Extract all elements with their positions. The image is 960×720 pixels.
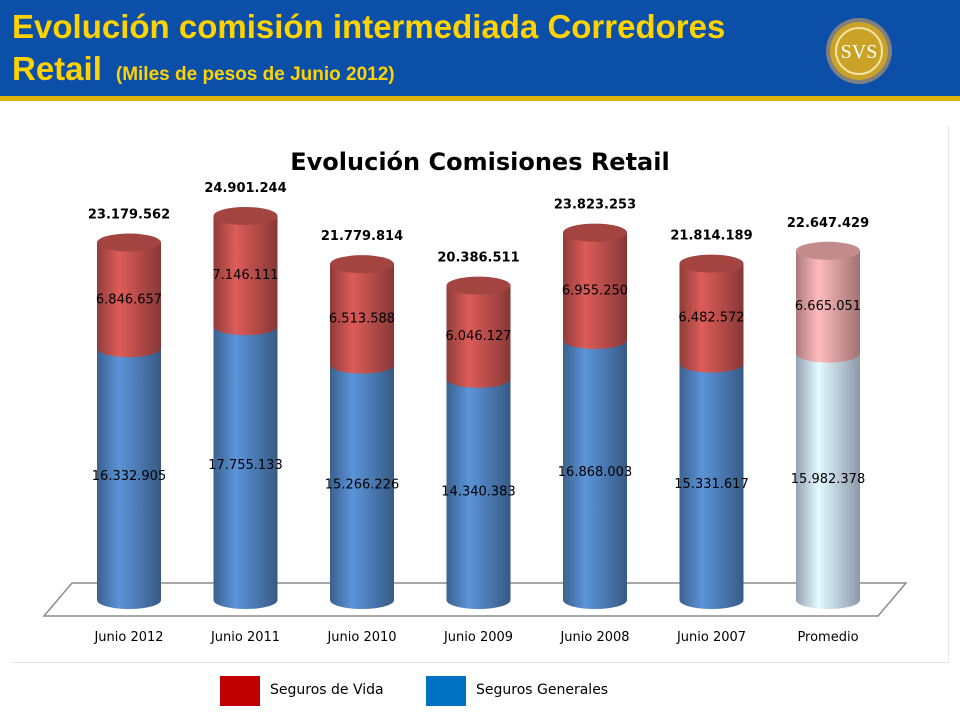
category-label: Junio 2012 <box>93 630 163 645</box>
legend-label-vida: Seguros de Vida <box>270 682 384 698</box>
bar-top-cap <box>213 207 278 225</box>
bar-segment-generales <box>330 364 394 609</box>
category-label: Junio 2011 <box>210 630 280 645</box>
data-label-vida: 6.955.250 <box>562 283 628 298</box>
bar-segment-vida <box>563 232 627 349</box>
bar-junio-2012 <box>97 233 161 609</box>
bar-top-cap <box>330 255 394 274</box>
data-label-generales: 15.266.226 <box>325 477 399 492</box>
data-label-generales: 17.755.133 <box>208 458 282 473</box>
total-label: 22.647.429 <box>787 216 869 231</box>
category-label: Junio 2007 <box>676 630 746 645</box>
svs-logo: SVS <box>826 18 892 84</box>
total-label: 21.814.189 <box>670 229 752 244</box>
logo-lettering: SVS <box>841 41 878 63</box>
bar-junio-2009 <box>446 276 511 609</box>
data-label-vida: 6.665.051 <box>795 299 861 314</box>
category-label: Junio 2008 <box>559 630 629 645</box>
data-label-generales: 16.868.003 <box>558 465 632 480</box>
total-label: 24.901.244 <box>204 181 286 196</box>
legend-label-generales: Seguros Generales <box>476 682 609 698</box>
category-label: Junio 2009 <box>443 630 513 645</box>
bar-junio-2010 <box>330 255 394 609</box>
bar-top-cap <box>563 223 627 242</box>
bar-segment-vida <box>679 263 744 373</box>
bar-junio-2008 <box>563 223 627 609</box>
chart-floor <box>42 582 908 617</box>
bar-promedio <box>796 241 860 609</box>
bar-segment-vida <box>330 264 394 374</box>
bar-segment-generales <box>679 363 744 609</box>
data-label-vida: 6.846.657 <box>96 292 162 307</box>
bar-segment-generales <box>97 348 161 609</box>
bar-segment-vida <box>796 250 860 363</box>
title-underline <box>0 96 960 101</box>
data-label-vida: 6.482.572 <box>678 311 744 326</box>
title-bar <box>0 0 960 96</box>
data-label-generales: 15.331.617 <box>674 477 748 492</box>
bar-segment-vida <box>97 242 161 358</box>
bar-segment-vida <box>213 216 278 336</box>
category-labels: Junio 2012 Junio 2011 Junio 2010 Junio 2009… <box>93 630 858 645</box>
bar-junio-2007 <box>679 254 744 609</box>
chart-title: Evolución Comisiones Retail <box>290 148 669 176</box>
bar-top-cap <box>97 233 161 252</box>
logo-inner-ring <box>835 27 883 75</box>
total-label: 20.386.511 <box>437 251 519 266</box>
bar-junio-2011 <box>213 207 278 609</box>
bar-segment-generales <box>563 339 627 609</box>
chart-area: Evolución Comisiones Retail 16.332.905 6.… <box>12 126 949 663</box>
bar-segment-generales <box>796 353 860 609</box>
legend-swatch-generales <box>426 676 466 706</box>
logo-disc <box>830 22 888 80</box>
total-label: 21.779.814 <box>321 229 403 244</box>
data-label-vida: 7.146.111 <box>212 268 278 283</box>
data-label-vida: 6.513.588 <box>329 311 395 326</box>
slide-title-line1: Evolución comisión intermediada Corredor… <box>12 8 726 45</box>
bar-top-cap <box>796 241 860 260</box>
category-label: Promedio <box>797 630 858 645</box>
bar-top-cap <box>446 276 511 295</box>
total-label: 23.823.253 <box>554 198 636 213</box>
slide-subtitle: (Miles de pesos de Junio 2012) <box>115 64 395 85</box>
data-label-vida: 6.046.127 <box>445 329 511 344</box>
data-label-generales: 16.332.905 <box>92 469 166 484</box>
bar-group: 16.332.905 6.846.657 23.179.562 17.755.133 7… <box>88 181 869 609</box>
bar-top-cap <box>679 254 744 273</box>
bar-segment-vida <box>446 285 511 388</box>
category-label: Junio 2010 <box>326 630 396 645</box>
bar-segment-generales <box>213 326 278 609</box>
slide-title-line2: Retail (Miles de pesos de Junio 2012) <box>12 50 395 88</box>
stacked-cylinder-chart: Evolución Comisiones Retail 16.332.905 6.… <box>42 148 908 645</box>
slide-title-main: Retail <box>12 50 102 87</box>
total-label: 23.179.562 <box>88 208 170 223</box>
legend-swatch-vida <box>220 676 260 706</box>
data-label-generales: 15.982.378 <box>791 472 865 487</box>
data-label-generales: 14.340.383 <box>441 484 515 499</box>
bar-segment-generales <box>446 378 511 609</box>
